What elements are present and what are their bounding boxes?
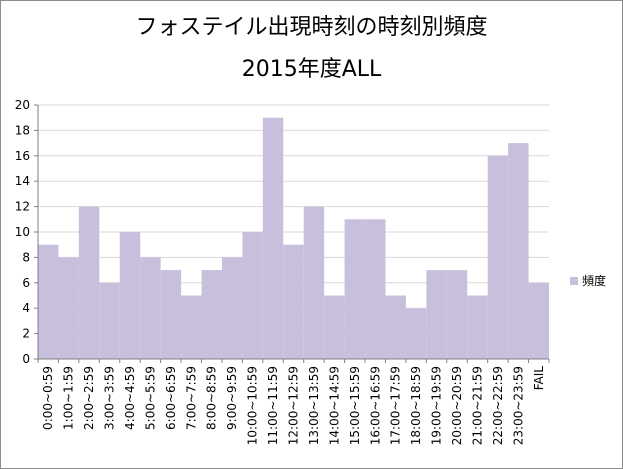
x-tick-label: 21:00~21:59 (470, 366, 484, 445)
x-tick-label: 2:00~2:59 (82, 366, 96, 430)
x-tick-label: 0:00~0:59 (41, 366, 55, 430)
bar (262, 117, 284, 359)
y-tick-label: 20 (15, 98, 30, 112)
x-tick-label: 3:00~3:59 (103, 366, 117, 430)
bar (38, 244, 59, 359)
bar (119, 232, 141, 359)
y-tick-label: 0 (22, 352, 30, 366)
y-tick-label: 2 (22, 327, 30, 341)
y-tick-label: 10 (15, 225, 30, 239)
bar (344, 219, 366, 359)
bar (181, 295, 202, 359)
x-tick-label: 9:00~9:59 (225, 366, 239, 430)
bar (78, 206, 100, 359)
bar (99, 282, 120, 359)
bar (324, 295, 345, 359)
bar (221, 257, 243, 359)
x-tick-label: 16:00~16:59 (368, 366, 382, 445)
x-tick-label: 10:00~10:59 (246, 366, 260, 445)
y-tick-label: 6 (22, 276, 30, 290)
bar (385, 295, 406, 359)
x-tick-label: 18:00~18:59 (409, 366, 423, 445)
legend-swatch (570, 276, 578, 285)
bar (283, 244, 304, 359)
bar (242, 232, 263, 359)
bar (528, 282, 549, 359)
bar (58, 257, 79, 359)
x-tick-label: 5:00~5:59 (143, 366, 157, 430)
x-tick-label: 17:00~17:59 (389, 366, 403, 445)
x-tick-label: 15:00~15:59 (348, 366, 362, 445)
x-tick-label: FAIL (532, 366, 546, 391)
y-tick-label: 12 (15, 200, 30, 214)
y-tick-label: 8 (22, 250, 30, 264)
x-tick-label: 12:00~12:59 (287, 366, 301, 445)
x-tick-label: 11:00~11:59 (266, 366, 280, 445)
bar (467, 295, 488, 359)
bar (446, 270, 468, 359)
x-tick-label: 7:00~7:59 (184, 366, 198, 430)
y-tick-label: 4 (22, 301, 30, 315)
x-tick-label: 1:00~1:59 (62, 366, 76, 430)
bar (140, 257, 161, 359)
bar (405, 308, 427, 359)
x-tick-label: 4:00~4:59 (123, 366, 137, 430)
legend-label: 頻度 (582, 274, 607, 288)
x-tick-label: 8:00~8:59 (205, 366, 219, 430)
x-tick-label: 13:00~13:59 (307, 366, 321, 445)
x-tick-label: 20:00~20:59 (450, 366, 464, 445)
bar (487, 155, 509, 359)
bar (508, 143, 529, 359)
y-tick-label: 18 (15, 123, 30, 137)
legend: 頻度 (570, 272, 606, 289)
x-tick-label: 22:00~22:59 (491, 366, 505, 445)
bar (426, 270, 447, 359)
chart-title: フォステイル出現時刻の時刻別頻度 (135, 15, 488, 40)
x-tick-label: 6:00~6:59 (164, 366, 178, 430)
x-tick-label: 23:00~23:59 (511, 366, 525, 445)
bar (160, 270, 182, 359)
x-tick-label: 14:00~14:59 (327, 366, 341, 445)
bar (365, 219, 386, 359)
chart-subtitle: 2015年度ALL (241, 57, 382, 82)
bar (303, 206, 325, 359)
bar (201, 270, 222, 359)
y-tick-label: 14 (15, 174, 30, 188)
y-tick-label: 16 (15, 149, 30, 163)
x-tick-label: 19:00~19:59 (430, 366, 444, 445)
